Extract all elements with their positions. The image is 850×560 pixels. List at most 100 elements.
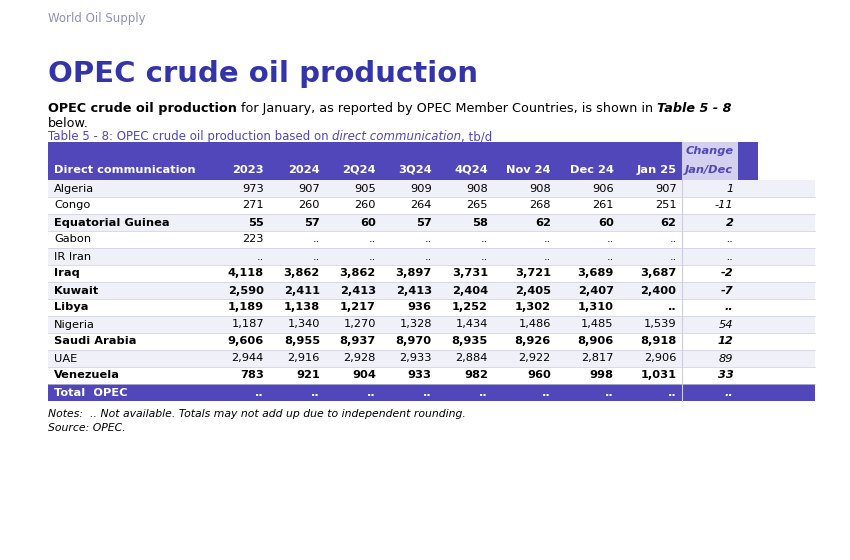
Text: ..: .. bbox=[313, 251, 320, 262]
Text: 8,918: 8,918 bbox=[640, 337, 677, 347]
Bar bbox=[48, 214, 815, 231]
Text: Nigeria: Nigeria bbox=[54, 320, 95, 329]
Text: 933: 933 bbox=[408, 371, 432, 380]
Text: 3,721: 3,721 bbox=[515, 268, 551, 278]
Bar bbox=[48, 299, 815, 316]
Text: 2: 2 bbox=[725, 217, 734, 227]
Text: ..: .. bbox=[605, 388, 614, 398]
Text: -2: -2 bbox=[721, 268, 734, 278]
Text: 54: 54 bbox=[719, 320, 734, 329]
Text: 908: 908 bbox=[529, 184, 551, 194]
Text: 960: 960 bbox=[527, 371, 551, 380]
Bar bbox=[682, 142, 739, 160]
Text: ..: .. bbox=[726, 251, 734, 262]
Text: 1,539: 1,539 bbox=[644, 320, 677, 329]
Text: ..: .. bbox=[606, 235, 614, 245]
Text: 60: 60 bbox=[360, 217, 376, 227]
Text: 89: 89 bbox=[719, 353, 734, 363]
Text: 1,486: 1,486 bbox=[518, 320, 551, 329]
Text: 907: 907 bbox=[654, 184, 677, 194]
Text: Change: Change bbox=[685, 146, 734, 156]
Text: ..: .. bbox=[369, 251, 376, 262]
Text: 906: 906 bbox=[592, 184, 614, 194]
Text: Jan/Dec: Jan/Dec bbox=[685, 165, 734, 175]
Text: 265: 265 bbox=[467, 200, 488, 211]
Text: 251: 251 bbox=[654, 200, 677, 211]
Text: 8,937: 8,937 bbox=[340, 337, 376, 347]
Text: Nov 24: Nov 24 bbox=[507, 165, 551, 175]
Text: 2,944: 2,944 bbox=[232, 353, 264, 363]
Text: ..: .. bbox=[313, 235, 320, 245]
Text: ..: .. bbox=[423, 388, 432, 398]
Text: 2,413: 2,413 bbox=[396, 286, 432, 296]
Text: ..: .. bbox=[668, 388, 677, 398]
Text: 1,187: 1,187 bbox=[231, 320, 264, 329]
Text: ..: .. bbox=[480, 251, 488, 262]
Text: 1: 1 bbox=[726, 184, 734, 194]
Bar bbox=[48, 384, 815, 401]
Bar bbox=[48, 367, 815, 384]
Text: ..: .. bbox=[543, 235, 551, 245]
Text: 2,590: 2,590 bbox=[228, 286, 264, 296]
Text: 936: 936 bbox=[408, 302, 432, 312]
Text: Iraq: Iraq bbox=[54, 268, 80, 278]
Text: 2,933: 2,933 bbox=[400, 353, 432, 363]
Text: ..: .. bbox=[726, 235, 734, 245]
Text: Source: OPEC.: Source: OPEC. bbox=[48, 423, 126, 433]
Text: ..: .. bbox=[668, 302, 677, 312]
Bar bbox=[48, 265, 815, 282]
Text: 62: 62 bbox=[660, 217, 677, 227]
Text: 8,970: 8,970 bbox=[396, 337, 432, 347]
Bar bbox=[48, 142, 758, 160]
Text: Libya: Libya bbox=[54, 302, 88, 312]
Text: Congo: Congo bbox=[54, 200, 90, 211]
Text: 4,118: 4,118 bbox=[228, 268, 264, 278]
Text: 998: 998 bbox=[590, 371, 614, 380]
Text: 3,862: 3,862 bbox=[284, 268, 320, 278]
Text: Algeria: Algeria bbox=[54, 184, 94, 194]
Bar bbox=[48, 180, 815, 197]
Text: 1,217: 1,217 bbox=[340, 302, 376, 312]
Text: Total  OPEC: Total OPEC bbox=[54, 388, 128, 398]
Text: 268: 268 bbox=[530, 200, 551, 211]
Text: 2,407: 2,407 bbox=[578, 286, 614, 296]
Text: 260: 260 bbox=[298, 200, 320, 211]
Text: ..: .. bbox=[542, 388, 551, 398]
Text: 4Q24: 4Q24 bbox=[454, 165, 488, 175]
Text: Saudi Arabia: Saudi Arabia bbox=[54, 337, 137, 347]
Text: 12: 12 bbox=[717, 337, 734, 347]
Text: 3,687: 3,687 bbox=[640, 268, 677, 278]
Text: below.: below. bbox=[48, 117, 89, 130]
Text: 271: 271 bbox=[242, 200, 264, 211]
Text: -11: -11 bbox=[715, 200, 734, 211]
Text: ..: .. bbox=[367, 388, 376, 398]
Text: Direct communication: Direct communication bbox=[54, 165, 196, 175]
Bar bbox=[48, 350, 815, 367]
Text: 2,884: 2,884 bbox=[456, 353, 488, 363]
Text: Gabon: Gabon bbox=[54, 235, 91, 245]
Text: 1,340: 1,340 bbox=[287, 320, 320, 329]
Text: Kuwait: Kuwait bbox=[54, 286, 99, 296]
Text: 223: 223 bbox=[242, 235, 264, 245]
Bar bbox=[48, 282, 815, 299]
Text: 909: 909 bbox=[410, 184, 432, 194]
Text: UAE: UAE bbox=[54, 353, 77, 363]
Text: 1,310: 1,310 bbox=[578, 302, 614, 312]
Text: 2,413: 2,413 bbox=[340, 286, 376, 296]
Text: -7: -7 bbox=[721, 286, 734, 296]
Text: 905: 905 bbox=[354, 184, 376, 194]
Text: 57: 57 bbox=[416, 217, 432, 227]
Text: Notes:  .. Not available. Totals may not add up due to independent rounding.: Notes: .. Not available. Totals may not … bbox=[48, 409, 466, 419]
Text: 1,138: 1,138 bbox=[284, 302, 320, 312]
Text: 783: 783 bbox=[240, 371, 264, 380]
Text: 1,328: 1,328 bbox=[400, 320, 432, 329]
Text: 2Q24: 2Q24 bbox=[343, 165, 376, 175]
Text: World Oil Supply: World Oil Supply bbox=[48, 12, 145, 25]
Text: for January, as reported by OPEC Member Countries, is shown in: for January, as reported by OPEC Member … bbox=[237, 102, 657, 115]
Text: 55: 55 bbox=[248, 217, 264, 227]
Text: 1,252: 1,252 bbox=[452, 302, 488, 312]
Text: 8,926: 8,926 bbox=[514, 337, 551, 347]
Text: 3,862: 3,862 bbox=[340, 268, 376, 278]
Text: 33: 33 bbox=[717, 371, 734, 380]
Bar bbox=[48, 248, 815, 265]
